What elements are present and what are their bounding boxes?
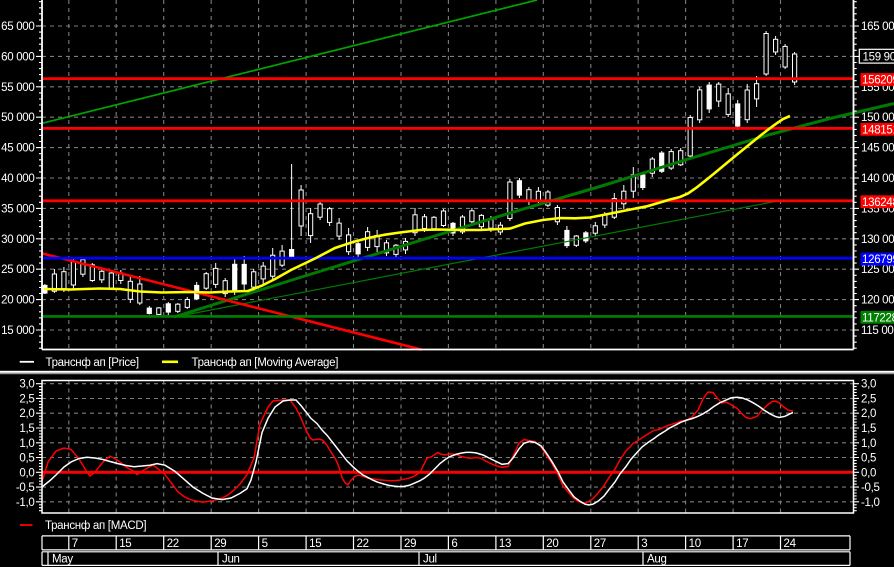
svg-text:50 000: 50 000 (1, 112, 34, 124)
svg-text:29: 29 (404, 538, 416, 550)
svg-text:2,5: 2,5 (19, 394, 34, 406)
svg-text:2,5: 2,5 (861, 394, 876, 406)
svg-text:0,0: 0,0 (861, 467, 876, 479)
svg-text:35 000: 35 000 (1, 203, 34, 215)
svg-text:10: 10 (689, 538, 701, 550)
svg-text:15 000: 15 000 (1, 325, 34, 337)
svg-text:125 000: 125 000 (861, 264, 894, 276)
svg-text:117228: 117228 (862, 312, 894, 324)
svg-text:60 000: 60 000 (1, 51, 34, 63)
svg-text:Aug: Aug (647, 554, 667, 566)
svg-text:3,0: 3,0 (861, 379, 876, 391)
svg-text:150 000: 150 000 (861, 112, 894, 124)
svg-text:115 000: 115 000 (861, 325, 894, 337)
svg-text:3,0: 3,0 (19, 379, 34, 391)
svg-text:15: 15 (309, 538, 321, 550)
svg-text:0,5: 0,5 (861, 453, 876, 465)
svg-text:20: 20 (546, 538, 558, 550)
svg-text:136248: 136248 (862, 197, 894, 209)
svg-text:140 000: 140 000 (861, 173, 894, 185)
svg-text:Транснф ап [MACD]: Транснф ап [MACD] (45, 520, 146, 532)
svg-text:2,0: 2,0 (861, 408, 876, 420)
svg-text:13: 13 (499, 538, 511, 550)
svg-text:25 000: 25 000 (1, 264, 34, 276)
svg-text:24: 24 (784, 538, 797, 550)
svg-text:-1,0: -1,0 (16, 497, 35, 509)
svg-text:130 000: 130 000 (861, 234, 894, 246)
svg-text:40 000: 40 000 (1, 173, 34, 185)
svg-text:May: May (52, 554, 73, 566)
svg-text:0,5: 0,5 (19, 453, 34, 465)
svg-text:27: 27 (594, 538, 606, 550)
svg-text:20 000: 20 000 (1, 295, 34, 307)
svg-text:30 000: 30 000 (1, 234, 34, 246)
svg-text:-1,0: -1,0 (861, 497, 880, 509)
svg-text:Jun: Jun (222, 554, 240, 566)
svg-text:2,0: 2,0 (19, 408, 34, 420)
svg-text:65 000: 65 000 (1, 21, 34, 33)
svg-text:7: 7 (72, 538, 78, 550)
svg-text:-0,5: -0,5 (16, 482, 35, 494)
svg-text:1,5: 1,5 (861, 423, 876, 435)
svg-text:165 000: 165 000 (861, 21, 894, 33)
svg-text:22: 22 (167, 538, 179, 550)
svg-text:126799: 126799 (862, 254, 894, 266)
svg-text:3: 3 (641, 538, 647, 550)
svg-text:5: 5 (262, 538, 268, 550)
svg-text:17: 17 (736, 538, 748, 550)
svg-text:120 000: 120 000 (861, 295, 894, 307)
svg-text:1,5: 1,5 (19, 423, 34, 435)
svg-text:145 000: 145 000 (861, 143, 894, 155)
svg-text:6: 6 (451, 538, 457, 550)
svg-text:-0,5: -0,5 (861, 482, 880, 494)
svg-text:156209: 156209 (862, 75, 894, 87)
svg-text:29: 29 (214, 538, 226, 550)
svg-text:22: 22 (357, 538, 369, 550)
svg-text:Jul: Jul (423, 554, 437, 566)
svg-text:Транснф ап [Moving Average]: Транснф ап [Moving Average] (192, 357, 339, 369)
svg-text:45 000: 45 000 (1, 143, 34, 155)
svg-text:1,0: 1,0 (861, 438, 876, 450)
svg-text:55 000: 55 000 (1, 82, 34, 94)
svg-text:Транснф ап [Price]: Транснф ап [Price] (46, 357, 139, 369)
svg-text:1,0: 1,0 (19, 438, 34, 450)
svg-text:159 900: 159 900 (863, 51, 894, 63)
svg-text:15: 15 (119, 538, 131, 550)
svg-text:0,0: 0,0 (19, 467, 34, 479)
